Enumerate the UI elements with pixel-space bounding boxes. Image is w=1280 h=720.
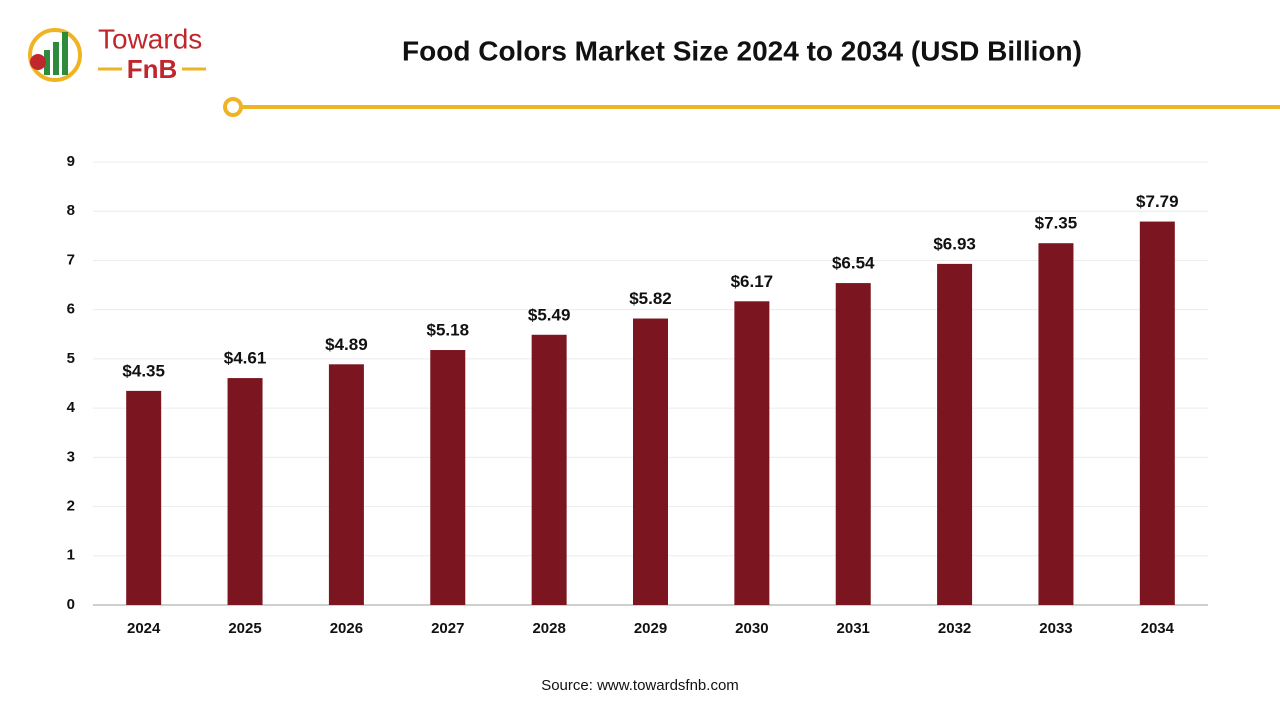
bar	[835, 283, 871, 605]
bar	[937, 263, 973, 605]
x-tick-label: 2032	[938, 620, 971, 637]
y-tick-label: 0	[67, 596, 75, 613]
y-tick-label: 9	[67, 153, 75, 170]
logo-text: FnB	[127, 54, 178, 84]
x-tick-label: 2028	[532, 620, 565, 637]
bar	[734, 301, 770, 605]
y-tick-label: 7	[67, 251, 75, 268]
value-label: $4.61	[224, 349, 267, 368]
value-label: $5.49	[528, 305, 571, 324]
x-tick-label: 2025	[228, 620, 261, 637]
bar	[633, 318, 668, 605]
logo-bar	[44, 50, 50, 75]
title-rule-dot	[223, 97, 243, 117]
x-tick-label: 2030	[735, 620, 768, 637]
x-tick-label: 2026	[330, 620, 363, 637]
bar	[227, 378, 263, 605]
x-tick-label: 2027	[431, 620, 464, 637]
x-tick-label: 2031	[837, 620, 870, 637]
value-label: $6.54	[832, 254, 875, 273]
value-label: $6.17	[731, 272, 774, 291]
logo-dot	[30, 54, 46, 70]
logo: Towards FnB	[28, 23, 206, 84]
bar	[1038, 243, 1074, 605]
bar	[1139, 221, 1175, 605]
bar	[430, 350, 466, 605]
y-tick-label: 5	[67, 350, 75, 367]
y-tick-label: 1	[67, 547, 75, 564]
value-label: $4.89	[325, 335, 368, 354]
value-label: $4.35	[122, 361, 165, 380]
bar	[126, 390, 162, 605]
logo-text: Towards	[98, 23, 202, 54]
y-tick-label: 2	[67, 498, 75, 515]
value-label: $5.82	[629, 289, 672, 308]
x-tick-label: 2034	[1141, 620, 1175, 637]
y-tick-label: 3	[67, 448, 75, 465]
x-tick-label: 2033	[1039, 620, 1072, 637]
x-tick-label: 2024	[127, 620, 161, 637]
value-label: $5.18	[426, 321, 469, 340]
logo-ring	[28, 28, 82, 82]
source: Source: www.towardsfnb.com	[541, 677, 739, 694]
bar	[328, 364, 364, 605]
logo-bar	[62, 32, 68, 75]
bar	[531, 334, 567, 605]
y-tick-label: 4	[67, 399, 76, 416]
logo-bar	[53, 42, 59, 75]
value-label: $6.93	[933, 234, 976, 253]
y-tick-label: 8	[67, 202, 75, 219]
value-label: $7.35	[1035, 214, 1078, 233]
chart-title: Food Colors Market Size 2024 to 2034 (US…	[402, 35, 1082, 66]
x-tick-label: 2029	[634, 620, 667, 637]
y-tick-label: 6	[67, 301, 75, 318]
value-label: $7.79	[1136, 192, 1179, 211]
